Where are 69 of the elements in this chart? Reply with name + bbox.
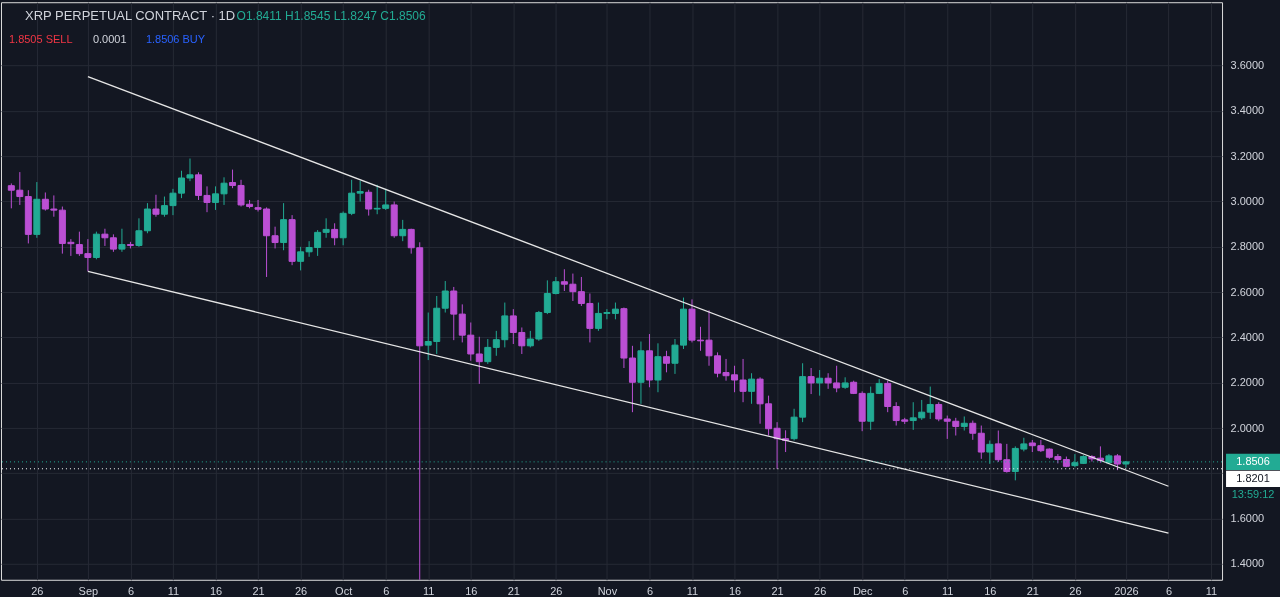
x-tick-label: 11 [1205, 585, 1218, 598]
candlestick [475, 336, 483, 385]
x-tick-label: 11 [423, 585, 435, 598]
candlestick [969, 420, 977, 441]
candlestick [365, 189, 373, 217]
x-tick-label: Dec [852, 585, 873, 598]
text: O1.8411 H1.8545 L1.8247 C1.8506 [236, 9, 426, 24]
y-tick-label: 1.6000 [1230, 512, 1265, 525]
x-tick-label: 16 [984, 585, 997, 598]
x-tick-label: Nov [597, 585, 618, 598]
y-tick-label: 2.8000 [1230, 240, 1265, 253]
candlestick [450, 286, 458, 341]
candlestick [280, 202, 288, 251]
candlestick [399, 219, 407, 242]
candlestick [331, 222, 339, 246]
x-tick-label: 6 [127, 585, 134, 598]
y-tick-label: 2.6000 [1230, 285, 1265, 298]
candlestick [441, 280, 449, 314]
y-tick-label: 3.2000 [1230, 149, 1265, 162]
annotation: 1.8506 BUY [145, 33, 206, 46]
x-tick-label: 6 [646, 585, 654, 598]
ref-line-label: 1.8506 [1236, 454, 1270, 467]
x-tick-label: 6 [383, 585, 390, 598]
x-tick-label: 11 [167, 585, 180, 598]
candlestick [662, 350, 670, 373]
text: 13:59:12 [1231, 487, 1275, 500]
x-tick-label: 11 [942, 585, 954, 598]
x-tick-label: Oct [335, 585, 353, 598]
y-tick-label: 3.6000 [1230, 59, 1265, 72]
x-tick-label: 2026 [1114, 585, 1139, 598]
x-tick-label: 21 [252, 585, 265, 598]
x-tick-label: 21 [507, 585, 520, 598]
x-tick-label: 16 [728, 585, 742, 598]
ref-line-label: 1.8201 [1236, 471, 1270, 484]
candlestick [356, 180, 364, 203]
x-tick-label: 26 [814, 585, 827, 598]
x-tick-label: 16 [209, 585, 223, 598]
x-tick-label: 21 [1026, 585, 1039, 598]
y-tick-label: 2.0000 [1230, 421, 1265, 434]
y-tick-label: 3.0000 [1230, 195, 1265, 208]
x-tick-label: Sep [78, 585, 99, 598]
y-tick-label: 1.4000 [1230, 557, 1265, 570]
x-tick-label: 26 [31, 585, 44, 598]
candlestick [152, 194, 160, 218]
candlestick [816, 369, 824, 397]
candlestick [977, 425, 985, 460]
y-tick-label: 2.2000 [1230, 376, 1265, 389]
text: XRP PERPETUAL CONTRACT · 1D [24, 8, 236, 24]
candlestick [484, 338, 492, 365]
candlestick [654, 342, 662, 393]
candlestick [748, 372, 756, 405]
y-tick-label: 2.4000 [1230, 330, 1265, 343]
x-tick-label: 26 [1069, 585, 1082, 598]
candlestick [118, 228, 126, 253]
candlestick [884, 380, 892, 413]
candlestick [926, 386, 934, 420]
candlestick [935, 401, 943, 422]
x-tick-label: 21 [771, 585, 784, 598]
candlestick [92, 231, 100, 260]
x-tick-label: 26 [294, 585, 308, 598]
x-tick-label: 6 [902, 585, 909, 598]
x-tick-label: 16 [465, 585, 478, 598]
x-tick-label: 11 [686, 585, 699, 598]
annotation: 0.0001 [92, 33, 127, 46]
x-tick-label: 6 [1165, 585, 1173, 598]
x-tick-label: 26 [550, 585, 563, 598]
annotation: 1.8505 SELL [8, 33, 73, 46]
y-tick-label: 3.4000 [1230, 104, 1265, 117]
candlestick [807, 367, 815, 395]
